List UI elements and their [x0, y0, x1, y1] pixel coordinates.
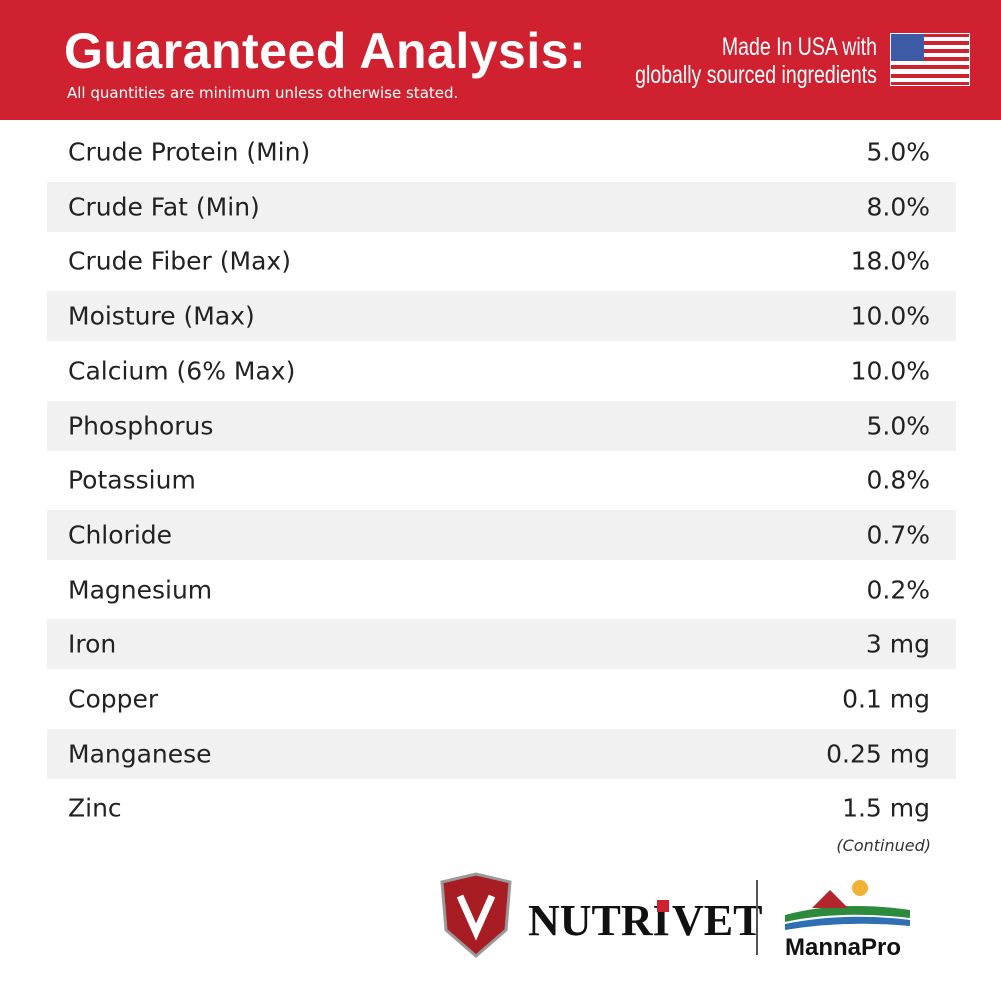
nutrient-name: Crude Protein (Min): [68, 137, 311, 167]
table-row: Moisture (Max) 10.0%: [47, 291, 956, 342]
nutrient-value: 0.8%: [866, 465, 930, 495]
table-row: Iron 3 mg: [47, 619, 956, 670]
table-row: Copper 0.1 mg: [47, 674, 956, 724]
shield-v: [456, 894, 496, 941]
table-row: Phosphorus 5.0%: [47, 400, 956, 451]
nutrivet-shield: [440, 872, 512, 958]
nutrient-value: 1.5 mg: [842, 793, 930, 823]
nutrient-value: 10.0%: [850, 301, 930, 331]
nutrient-name: Zinc: [68, 793, 122, 823]
nutrient-name: Crude Fiber (Max): [68, 246, 291, 276]
table-row: Crude Fat (Min) 8.0%: [47, 181, 956, 232]
swiss-cross: [657, 900, 669, 912]
nutrient-name: Crude Fat (Min): [68, 192, 260, 222]
nutrient-name: Phosphorus: [68, 411, 214, 440]
nutrivet-text-2: VET: [672, 896, 762, 945]
table-row: Calcium (6% Max) 10.0%: [47, 346, 956, 396]
mannapro-barn: [812, 890, 848, 908]
origin-text: Made In USA with globally sourced ingred…: [635, 33, 877, 89]
nutrient-value: 3 mg: [865, 629, 930, 659]
logos: NUTRI VET MannaPro: [440, 872, 910, 961]
nutrient-name: Magnesium: [68, 575, 213, 605]
table-row: Zinc 1.5 mg: [47, 783, 956, 833]
nutrient-value: 10.0%: [850, 356, 930, 386]
nutrient-value: 5.0%: [866, 137, 930, 167]
mannapro-sun: [852, 880, 868, 896]
nutrient-name: Iron: [68, 629, 117, 659]
nutrient-value: 0.7%: [866, 520, 930, 550]
nutrient-value: 18.0%: [850, 246, 930, 276]
table-row: Chloride 0.7%: [47, 509, 956, 560]
mannapro-hill: [785, 906, 910, 922]
nutrient-name: Chloride: [68, 520, 173, 550]
nutrient-name: Potassium: [68, 465, 196, 495]
table-row: Manganese 0.25 mg: [47, 728, 956, 779]
nutrient-name: Calcium (6% Max): [68, 356, 296, 386]
title: Guaranteed Analysis:: [64, 23, 587, 79]
nutrient-value: 5.0%: [866, 411, 930, 440]
continued-note: (Continued): [836, 836, 931, 855]
nutrient-value: 0.2%: [866, 575, 930, 605]
table-row: Crude Fiber (Max) 18.0%: [47, 236, 956, 286]
nutrivet-text-1: NUTRI: [528, 896, 670, 945]
mannapro-water: [785, 916, 910, 930]
nutrient-value: 0.25 mg: [826, 739, 930, 769]
subtitle: All quantities are minimum unless otherw…: [67, 84, 459, 102]
mannapro-text: MannaPro: [785, 934, 901, 961]
origin-line: globally sourced ingredients: [635, 61, 877, 89]
origin-line: Made In USA with: [721, 33, 877, 61]
nutrient-name: Moisture (Max): [68, 301, 255, 331]
nutrient-name: Manganese: [68, 739, 212, 769]
table-row: Crude Protein (Min) 5.0%: [47, 127, 956, 177]
nutrient-value: 0.1 mg: [842, 684, 930, 714]
us-flag: [890, 33, 970, 86]
nutrient-name: Copper: [68, 684, 159, 714]
header: Guaranteed Analysis: All quantities are …: [0, 0, 1001, 120]
table-row: Potassium 0.8%: [47, 455, 956, 505]
table-row: Magnesium 0.2%: [47, 565, 956, 615]
nutrient-value: 8.0%: [866, 192, 930, 222]
